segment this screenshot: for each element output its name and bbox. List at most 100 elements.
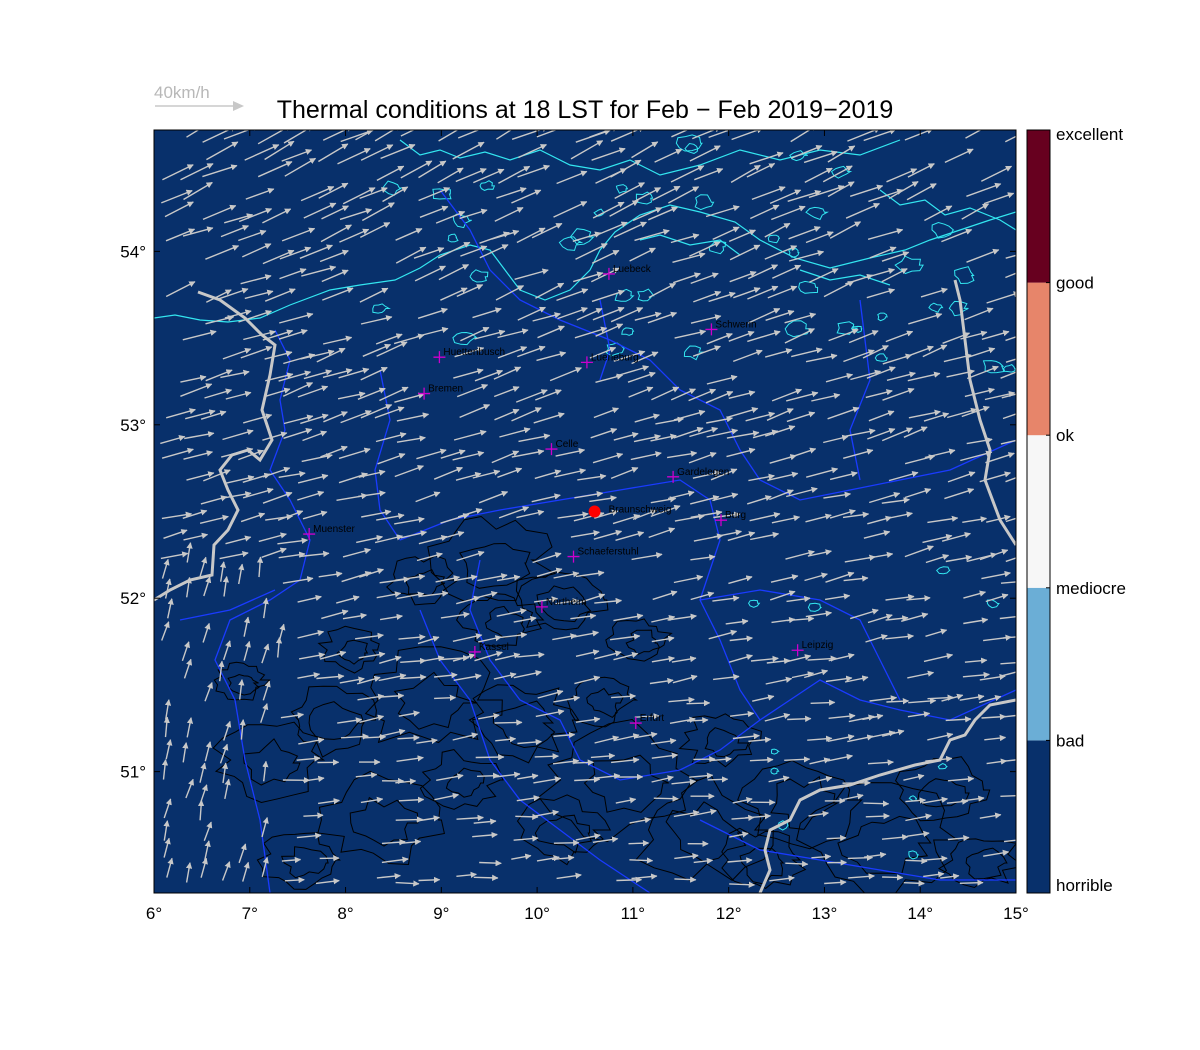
wind-arrow [534,469,562,480]
wind-arrow [805,231,834,244]
wind-arrow [318,182,349,199]
wind-arrow [220,369,250,379]
wind-arrow [336,595,360,604]
wind-arrow [284,876,305,884]
wind-arrow [901,612,929,622]
wind-arrow [316,673,345,680]
wind-arrow [966,437,993,445]
wind-arrow [374,406,405,419]
wind-arrow [303,369,333,380]
wind-arrow [707,776,729,783]
lake-outline [569,228,595,246]
wind-arrow [589,495,617,503]
wind-arrow [262,249,295,265]
wind-arrow [966,248,1000,263]
city-label: Bremen [428,384,463,395]
wind-arrow [673,426,704,439]
wind-arrow [456,284,484,298]
wind-arrow [825,372,854,383]
colorbar-label: ok [1056,426,1074,445]
city-luebeck: Luebeck [602,264,652,280]
wind-arrow [299,244,333,259]
wind-arrow [946,798,969,805]
wind-arrow [865,267,896,279]
wind-arrow [261,816,269,838]
country-border-line [953,279,1016,546]
x-tick-label: 11° [621,904,645,923]
wind-arrow [594,650,622,660]
wind-arrow [1002,413,1016,420]
wind-arrow [497,467,523,478]
wind-arrow [729,831,749,838]
wind-arrow [414,265,446,282]
wind-arrow [200,410,227,420]
wind-arrow [727,857,753,864]
city-label: Muenster [313,524,355,535]
wind-arrow [615,797,637,804]
wind-arrow [980,165,1013,182]
lake-outline [372,303,391,314]
wind-arrow [808,775,833,784]
city-schwerin: Schwerin [705,319,757,336]
wind-arrow [456,384,489,398]
wind-arrow [925,554,950,564]
wind-arrow [494,408,520,421]
wind-arrow [628,386,654,398]
wind-arrow [279,312,314,324]
lake-outline [615,184,629,194]
wind-arrow [809,757,831,765]
wind-arrow [713,673,740,681]
wind-arrow [396,435,426,443]
wind-arrow [359,221,391,239]
wind-arrow [264,350,293,360]
wind-arrow [337,391,366,400]
wind-arrow [396,591,425,600]
wind-arrow [771,515,801,524]
wind-arrow [592,306,625,321]
lake-outline [683,345,705,361]
wind-arrow [204,741,212,762]
wind-arrow [302,430,328,442]
wind-arrow [361,509,392,518]
y-tick-label: 53° [120,416,146,435]
wind-arrow [491,229,520,240]
wind-arrow [206,141,239,161]
wind-arrow [849,608,879,620]
lake-outline [621,327,635,336]
wind-arrow [947,471,976,483]
wind-arrow [960,450,993,462]
wind-arrow [262,329,294,341]
wind-arrow [615,530,645,541]
wind-arrow [868,491,901,504]
wind-arrow [767,285,798,299]
wind-arrow [945,554,973,563]
wind-arrow [1005,272,1016,279]
wind-arrow [185,409,216,420]
wind-arrow [946,369,975,378]
wind-arrow [262,597,269,619]
wind-arrow [162,164,194,181]
wind-arrow [557,307,588,320]
wind-arrow [728,330,755,342]
x-tick-label: 15° [1003,904,1029,923]
wind-arrow [907,830,930,838]
wind-arrow [197,799,205,821]
wind-arrow [534,753,559,760]
wind-arrow [499,427,531,438]
wind-arrow [456,814,484,822]
wind-arrow [473,168,505,184]
wind-arrow [787,189,822,202]
wind-arrow [355,632,384,640]
wind-arrow [788,447,817,459]
wind-arrow [435,575,461,583]
wind-arrow [439,530,465,540]
wind-arrow [342,547,372,558]
wind-arrow [863,530,891,539]
wind-arrow [186,717,194,738]
wind-arrow [300,349,335,360]
wind-arrow [632,207,663,222]
wind-arrow [361,202,395,222]
wind-arrow [472,831,498,839]
wind-arrow [613,350,646,362]
lake-outline [432,188,452,200]
